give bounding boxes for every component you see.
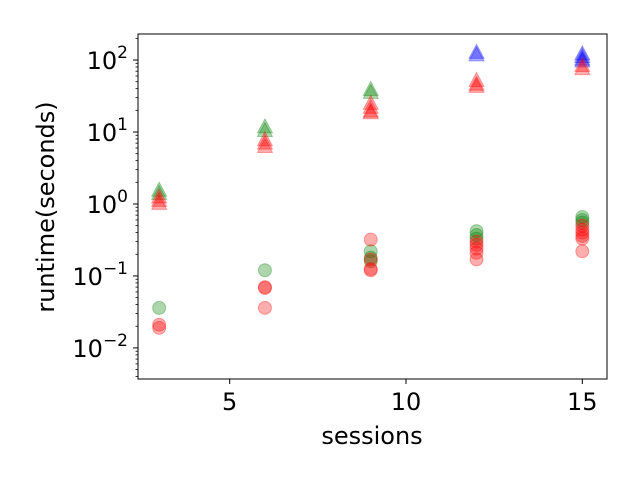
triangle-point: [256, 121, 274, 137]
y-axis-label: runtime(seconds): [32, 101, 60, 312]
triangle-point: [150, 181, 168, 197]
circle-point: [257, 300, 272, 315]
circle-point: [363, 254, 378, 269]
triangle-point: [573, 47, 591, 63]
triangle-point: [468, 71, 485, 87]
circle-point: [469, 234, 484, 249]
triangle-point: [573, 59, 591, 76]
triangle-point: [468, 77, 485, 93]
triangle-point: [468, 43, 485, 59]
circle-point: [575, 209, 590, 224]
triangle-point: [362, 103, 380, 120]
x-axis: 5 10 15: [222, 379, 598, 416]
y-axis: 10−2 10−1 100 101 102: [72, 37, 138, 377]
triangle-point: [573, 50, 591, 66]
circle-point: [363, 252, 378, 267]
circle-point: [575, 222, 590, 237]
triangle-point: [256, 134, 274, 150]
triangle-point: [573, 44, 591, 61]
circle-point: [469, 228, 484, 243]
data-marks: [150, 43, 591, 335]
triangle-point: [362, 94, 380, 110]
triangle-point: [362, 102, 380, 118]
circle-point: [363, 232, 378, 247]
triangle-point: [150, 184, 168, 200]
circle-point: [152, 320, 167, 335]
x-tick-label: 5: [222, 388, 237, 416]
circle-point: [257, 281, 272, 296]
triangle-point: [468, 75, 485, 91]
x-tick-label: 10: [391, 388, 422, 416]
triangle-point: [256, 137, 274, 153]
triangle-point: [150, 194, 168, 210]
circle-point: [152, 300, 167, 315]
circle-point: [469, 224, 484, 239]
circle-point: [363, 250, 378, 265]
circle-point: [469, 241, 484, 256]
circle-point: [575, 225, 590, 240]
circle-point: [257, 263, 272, 278]
circle-point: [469, 252, 484, 267]
triangle-point: [573, 51, 591, 68]
triangle-point: [362, 83, 380, 99]
circle-point: [575, 244, 590, 259]
circle-point: [257, 280, 272, 295]
triangle-point: [256, 130, 274, 147]
circle-point: [575, 212, 590, 227]
y-tick-label: 10−1: [72, 259, 128, 291]
y-tick-label: 100: [87, 187, 128, 219]
triangle-point: [573, 56, 591, 72]
circle-point: [575, 215, 590, 230]
circle-point: [363, 263, 378, 278]
triangle-point: [150, 191, 168, 207]
circle-point: [575, 231, 590, 246]
triangle-point: [256, 117, 274, 134]
plot-area-frame: [137, 33, 608, 380]
x-axis-label: sessions: [321, 422, 422, 450]
triangle-point: [362, 98, 380, 114]
circle-point: [152, 317, 167, 332]
triangle-point: [150, 187, 168, 204]
triangle-point: [468, 45, 485, 62]
circle-point: [363, 244, 378, 259]
circle-point: [363, 261, 378, 276]
y-tick-label: 102: [87, 43, 128, 75]
circle-point: [469, 231, 484, 246]
y-tick-label: 10−2: [72, 331, 128, 363]
x-tick-label: 15: [567, 388, 598, 416]
circle-point: [575, 228, 590, 243]
y-tick-label: 101: [87, 115, 128, 147]
circle-point: [469, 245, 484, 260]
circle-point: [469, 237, 484, 252]
triangle-point: [362, 80, 380, 96]
circle-point: [575, 218, 590, 233]
